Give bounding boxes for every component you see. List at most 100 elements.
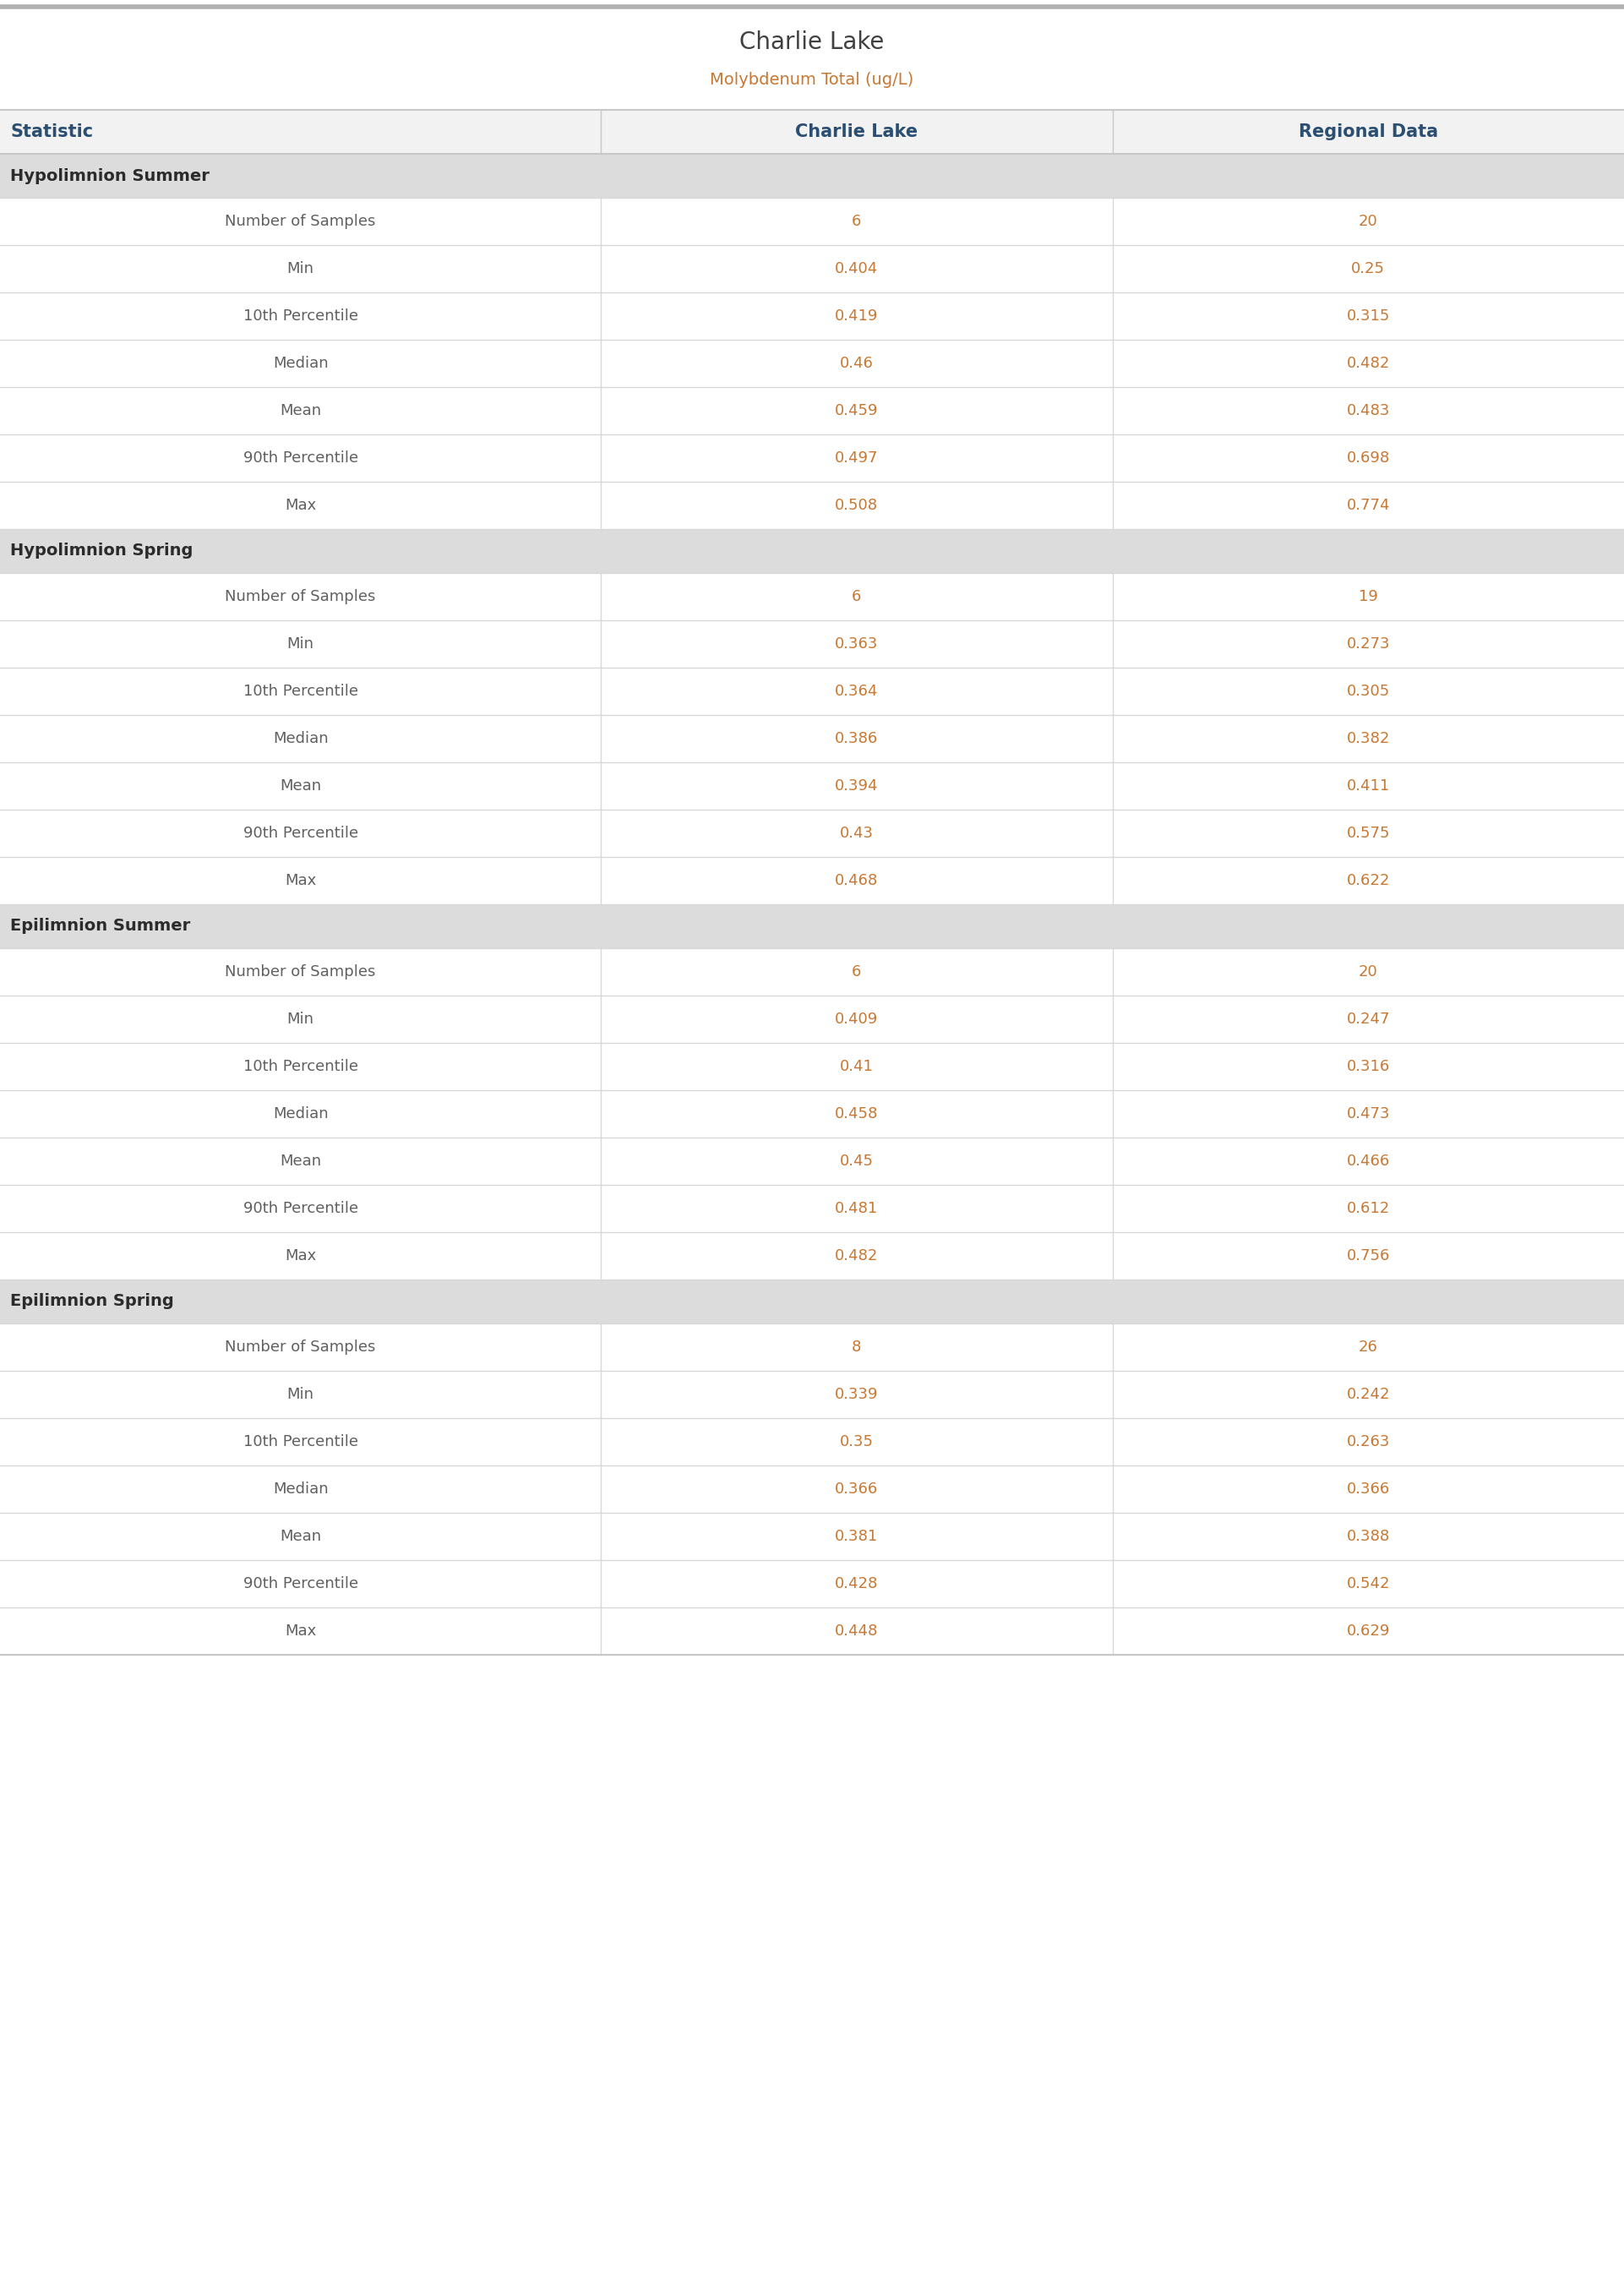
Text: Molybdenum Total (ug/L): Molybdenum Total (ug/L) (710, 73, 914, 89)
Bar (0, 481, 1624, 529)
Bar (0, 903, 1624, 949)
Text: Max: Max (284, 1249, 317, 1264)
Text: 0.698: 0.698 (1346, 449, 1390, 465)
Text: Epilimnion Summer: Epilimnion Summer (10, 919, 190, 935)
Text: Median: Median (273, 731, 328, 747)
Text: 0.25: 0.25 (1351, 261, 1385, 277)
Text: 0.46: 0.46 (840, 356, 874, 370)
Text: 0.482: 0.482 (1346, 356, 1390, 370)
Bar (0, 1323, 1624, 1371)
Text: Charlie Lake: Charlie Lake (796, 123, 918, 141)
Text: 26: 26 (1359, 1339, 1377, 1355)
Text: 0.481: 0.481 (835, 1201, 879, 1217)
Bar (0, 197, 1624, 245)
Bar (0, 1185, 1624, 1233)
Text: Max: Max (284, 497, 317, 513)
Text: Number of Samples: Number of Samples (226, 588, 375, 604)
Bar (0, 1419, 1624, 1466)
Text: Epilimnion Spring: Epilimnion Spring (10, 1294, 174, 1310)
Text: 0.409: 0.409 (835, 1012, 879, 1026)
Bar (0, 667, 1624, 715)
Text: 0.242: 0.242 (1346, 1387, 1390, 1403)
Text: 90th Percentile: 90th Percentile (244, 826, 357, 840)
Bar (0, 340, 1624, 388)
Text: 0.483: 0.483 (1346, 404, 1390, 418)
Bar (0, 293, 1624, 340)
Text: 0.459: 0.459 (835, 404, 879, 418)
Bar (0, 1280, 1624, 1323)
Bar (0, 1512, 1624, 1559)
Text: 0.263: 0.263 (1346, 1435, 1390, 1448)
Text: Regional Data: Regional Data (1299, 123, 1437, 141)
Text: 0.508: 0.508 (835, 497, 879, 513)
Bar (0, 715, 1624, 763)
Text: 0.774: 0.774 (1346, 497, 1390, 513)
Text: Hypolimnion Summer: Hypolimnion Summer (10, 168, 209, 184)
Bar (0, 1559, 1624, 1607)
Text: Max: Max (284, 874, 317, 888)
Text: 0.315: 0.315 (1346, 309, 1390, 325)
Text: 0.468: 0.468 (835, 874, 879, 888)
Text: 0.466: 0.466 (1346, 1153, 1390, 1169)
Text: 90th Percentile: 90th Percentile (244, 1201, 357, 1217)
Text: 0.473: 0.473 (1346, 1105, 1390, 1121)
Text: 0.35: 0.35 (840, 1435, 874, 1448)
Text: 0.45: 0.45 (840, 1153, 874, 1169)
Text: Number of Samples: Number of Samples (226, 213, 375, 229)
Text: Min: Min (287, 636, 313, 651)
Text: 6: 6 (853, 588, 861, 604)
Text: 0.622: 0.622 (1346, 874, 1390, 888)
Bar (0, 858, 1624, 903)
Text: Min: Min (287, 261, 313, 277)
Text: 90th Percentile: 90th Percentile (244, 449, 357, 465)
Text: 10th Percentile: 10th Percentile (244, 1058, 357, 1074)
Bar (0, 620, 1624, 667)
Text: 90th Percentile: 90th Percentile (244, 1575, 357, 1591)
Text: 0.316: 0.316 (1346, 1058, 1390, 1074)
Text: 0.497: 0.497 (835, 449, 879, 465)
Text: 0.381: 0.381 (835, 1528, 879, 1544)
Text: 6: 6 (853, 965, 861, 978)
Text: 0.394: 0.394 (835, 779, 879, 794)
Bar (0, 1042, 1624, 1090)
Text: 0.388: 0.388 (1346, 1528, 1390, 1544)
Text: 0.428: 0.428 (835, 1575, 879, 1591)
Bar (0, 1233, 1624, 1280)
Text: 0.482: 0.482 (835, 1249, 879, 1264)
Text: Median: Median (273, 1105, 328, 1121)
Bar (0, 109, 1624, 154)
Text: 0.419: 0.419 (835, 309, 879, 325)
Text: 0.364: 0.364 (835, 683, 879, 699)
Text: Median: Median (273, 356, 328, 370)
Bar (0, 572, 1624, 620)
Text: Min: Min (287, 1012, 313, 1026)
Bar (0, 529, 1624, 572)
Bar (0, 1137, 1624, 1185)
Text: 0.612: 0.612 (1346, 1201, 1390, 1217)
Bar (0, 1466, 1624, 1512)
Text: 0.41: 0.41 (840, 1058, 874, 1074)
Bar (0, 245, 1624, 293)
Bar (0, 154, 1624, 197)
Text: 0.43: 0.43 (840, 826, 874, 840)
Text: 0.339: 0.339 (835, 1387, 879, 1403)
Text: 0.448: 0.448 (835, 1623, 879, 1639)
Text: 20: 20 (1359, 965, 1377, 978)
Text: Charlie Lake: Charlie Lake (739, 30, 885, 54)
Text: 0.305: 0.305 (1346, 683, 1390, 699)
Bar (0, 763, 1624, 810)
Text: 0.404: 0.404 (835, 261, 879, 277)
Text: Mean: Mean (279, 1153, 322, 1169)
Bar (0, 1090, 1624, 1137)
Text: Mean: Mean (279, 1528, 322, 1544)
Text: 10th Percentile: 10th Percentile (244, 1435, 357, 1448)
Text: 0.247: 0.247 (1346, 1012, 1390, 1026)
Bar (0, 997, 1624, 1042)
Text: 10th Percentile: 10th Percentile (244, 309, 357, 325)
Text: 0.458: 0.458 (835, 1105, 879, 1121)
Text: Mean: Mean (279, 779, 322, 794)
Text: 0.366: 0.366 (1346, 1482, 1390, 1496)
Text: 19: 19 (1359, 588, 1377, 604)
Text: 0.629: 0.629 (1346, 1623, 1390, 1639)
Text: 0.386: 0.386 (835, 731, 879, 747)
